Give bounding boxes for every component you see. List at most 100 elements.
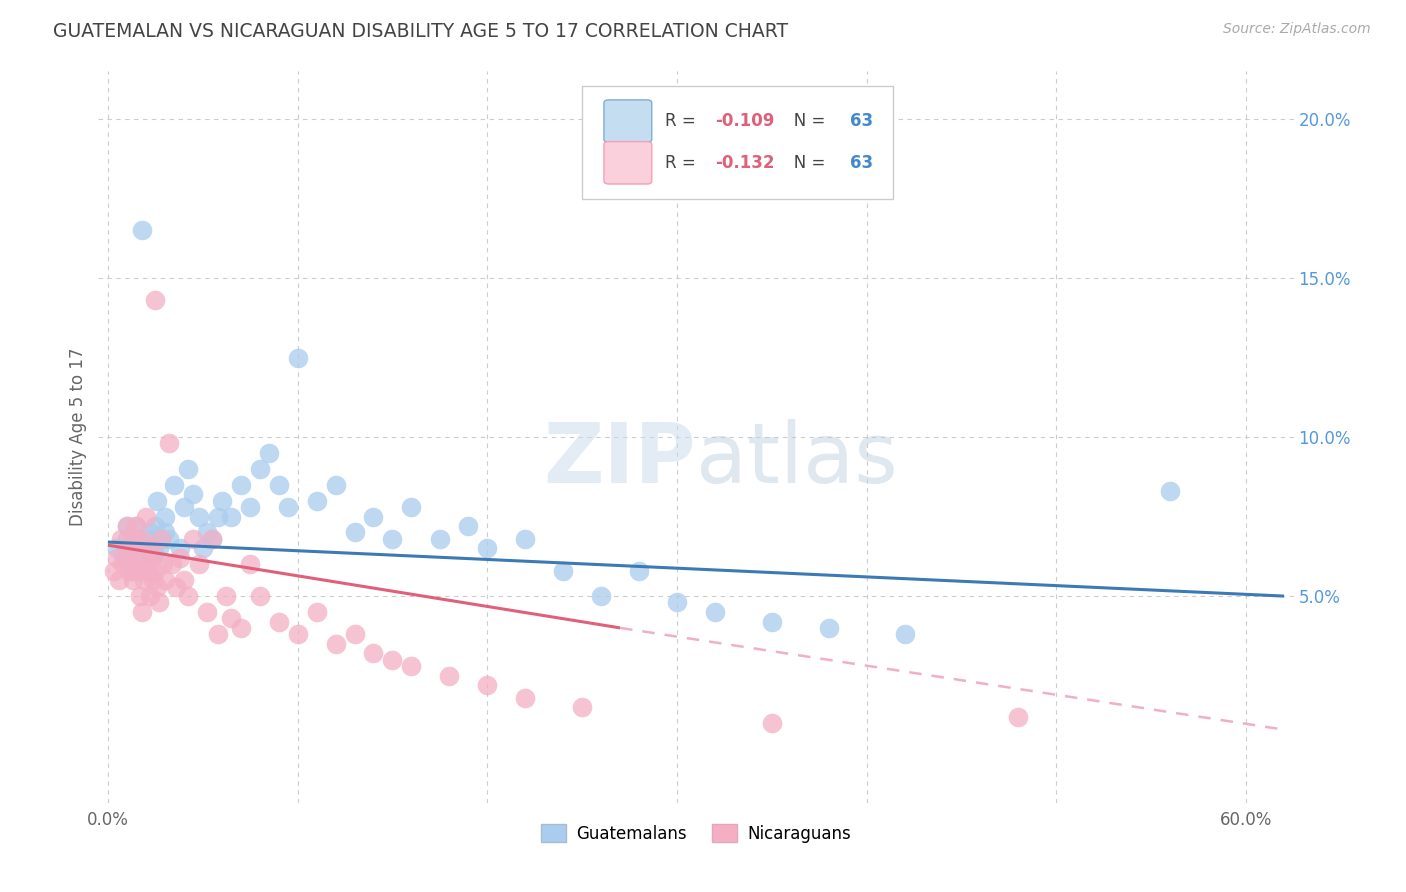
Point [121,564,143,578]
Point [429,532,451,546]
Point [817,621,839,635]
Point [143,548,166,562]
Point [124,558,146,572]
Point [165,580,187,594]
Point [112,558,135,572]
Point [211,493,233,508]
Point [148,541,170,556]
Point [162,558,184,572]
Point [146,580,169,594]
Point [181,487,204,501]
Point [287,351,309,365]
Point [477,678,499,692]
Point [305,605,328,619]
Point [143,519,166,533]
Point [146,493,169,508]
Point [207,509,229,524]
Point [152,558,174,572]
Point [125,519,148,533]
Text: atlas: atlas [696,418,897,500]
Point [150,532,173,546]
Point [325,477,347,491]
Point [363,646,385,660]
Point [115,519,138,533]
Point [363,509,385,524]
Point [381,532,404,546]
Point [103,564,125,578]
Text: -0.132: -0.132 [716,153,775,172]
Point [142,573,165,587]
Point [118,564,141,578]
Point [138,541,160,556]
Text: R =: R = [665,153,702,172]
Point [207,627,229,641]
Point [191,541,214,556]
Point [136,564,159,578]
Point [267,477,290,491]
Point [188,558,211,572]
Point [121,573,143,587]
Point [169,550,191,565]
Point [249,589,271,603]
Point [219,509,242,524]
Point [115,532,138,546]
Point [125,519,148,533]
Point [229,621,252,635]
Point [163,477,186,491]
Point [381,653,404,667]
Point [131,558,153,572]
Point [141,550,163,565]
Point [131,223,153,237]
Text: 63: 63 [851,112,873,130]
Point [176,589,198,603]
Point [195,605,218,619]
FancyBboxPatch shape [582,86,893,200]
Point [201,532,224,546]
Point [195,525,218,540]
Point [153,573,176,587]
Point [173,573,195,587]
Point [229,477,252,491]
Point [121,532,143,546]
Point [153,525,176,540]
Point [169,541,191,556]
Point [188,509,211,524]
Point [135,509,157,524]
Point [893,627,915,641]
Point [666,595,689,609]
Point [125,541,148,556]
Text: 63: 63 [851,153,873,172]
Point [108,573,131,587]
Point [105,550,128,565]
Point [110,532,132,546]
Point [343,627,366,641]
Point [239,500,262,514]
Point [401,500,423,514]
Point [135,564,157,578]
Point [1159,484,1181,499]
Point [457,519,479,533]
Point [132,573,155,587]
Point [148,595,170,609]
Point [120,558,142,572]
Text: R =: R = [665,112,702,130]
Point [115,541,138,556]
Point [515,532,537,546]
Point [157,532,180,546]
Point [219,611,242,625]
Point [401,659,423,673]
Point [135,541,157,556]
Point [131,605,153,619]
Point [761,615,783,629]
Point [181,532,204,546]
Point [135,550,157,565]
FancyBboxPatch shape [605,142,652,184]
Text: -0.109: -0.109 [716,112,775,130]
Point [173,500,195,514]
Point [267,615,290,629]
Point [138,525,160,540]
Point [112,548,135,562]
Point [129,589,152,603]
Point [105,541,128,556]
Point [131,532,153,546]
